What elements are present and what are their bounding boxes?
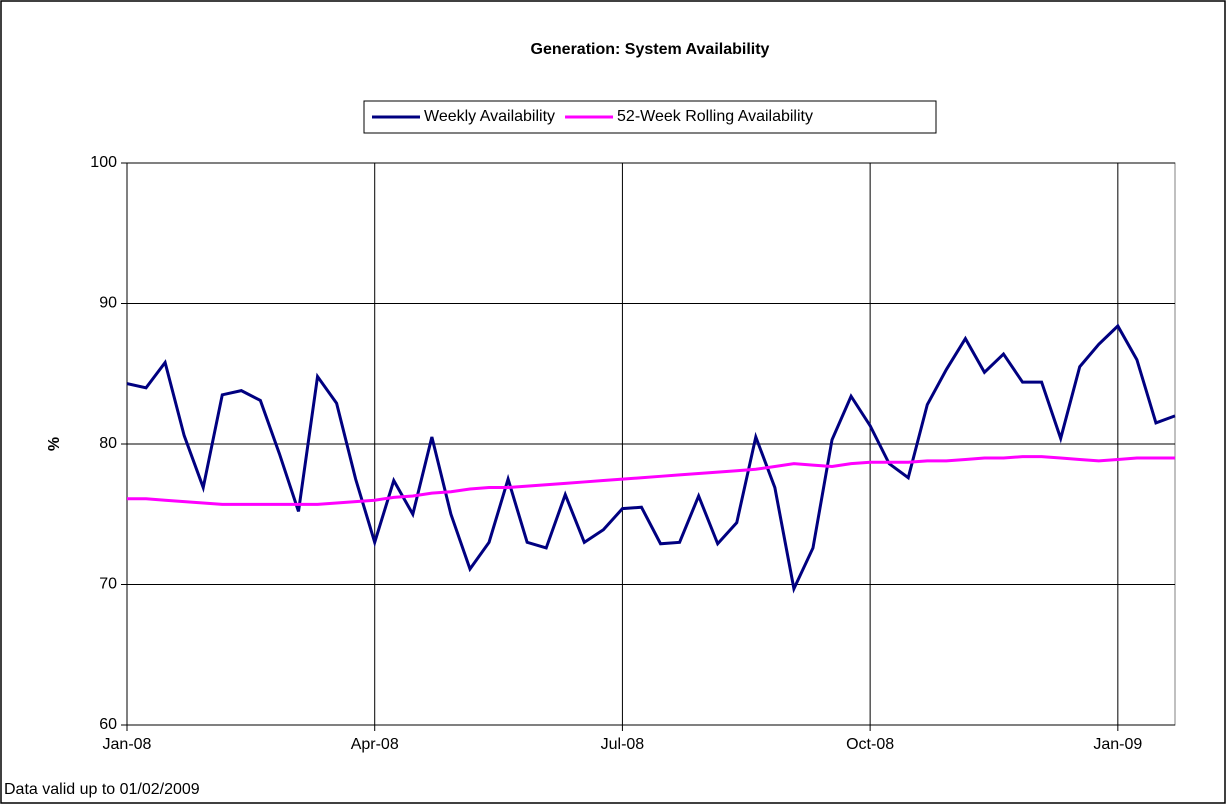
y-tick-label: 100 [90, 154, 117, 171]
series-line [127, 455, 1175, 506]
footnote: Data valid up to 01/02/2009 [4, 781, 200, 798]
x-tick-label: Jan-08 [103, 736, 152, 753]
y-tick-label: 80 [99, 435, 117, 452]
y-tick-label: 90 [99, 295, 117, 312]
chart-title: Generation: System Availability [531, 41, 770, 58]
x-tick-label: Jul-08 [601, 736, 645, 753]
legend-label: 52-Week Rolling Availability [617, 108, 813, 125]
legend-box [363, 100, 937, 134]
x-tick-label: Jan-09 [1093, 736, 1142, 753]
y-axis-label: % [46, 437, 63, 451]
x-tick-label: Oct-08 [846, 736, 894, 753]
legend-label: Weekly Availability [424, 108, 555, 125]
series-line [126, 323, 1176, 594]
y-tick-label: 70 [99, 576, 117, 593]
y-tick-label: 60 [99, 716, 117, 733]
x-tick-label: Apr-08 [351, 736, 399, 753]
